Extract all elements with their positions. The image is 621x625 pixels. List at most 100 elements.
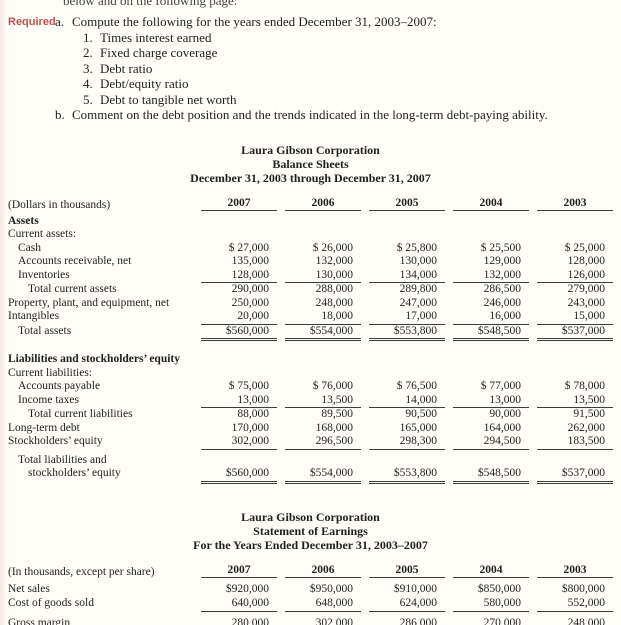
table-row: Cost of goods sold 640,000 648,000 624,000 5… xyxy=(8,596,613,612)
row-label: Assets xyxy=(8,214,39,227)
table-row: Net sales $920,000 $950,000 $910,000 $850,00… xyxy=(8,582,613,597)
cell-value: 13,500 xyxy=(285,394,361,408)
cell-value: $ 78,000 xyxy=(564,380,605,392)
cell-value: 130,000 xyxy=(399,255,437,267)
cell-value: 130,000 xyxy=(285,269,361,283)
row-label: Gross margin xyxy=(8,616,71,625)
list-number: 5. xyxy=(83,91,93,107)
cell-value: $ 25,500 xyxy=(480,241,521,254)
cell-value: 298,300 xyxy=(369,435,445,450)
item-text: Comment on the debt position and the tre… xyxy=(72,107,548,122)
cell-value: 18,000 xyxy=(285,310,361,325)
cell-value: 168,000 xyxy=(315,421,353,434)
cell-value: 164,000 xyxy=(483,421,521,434)
table-row: Liabilities and stockholders’ equity xyxy=(8,353,613,367)
required-list-item: 5. Debt to tangible net worth xyxy=(55,92,613,108)
cell-value: 248,000 xyxy=(315,296,353,309)
statement-name: Statement of Earnings xyxy=(253,523,368,538)
cell-value: 132,000 xyxy=(315,255,353,267)
row-label: Liabilities and stockholders’ equity xyxy=(8,353,180,365)
cell-value: $553,800 xyxy=(369,325,445,341)
cell-value: 135,000 xyxy=(231,255,269,267)
cutoff-text-line: below and on the following page: xyxy=(8,0,613,9)
list-text: Debt ratio xyxy=(100,60,153,76)
year-column-header: 2006 xyxy=(285,564,361,578)
row-label: Inventories xyxy=(18,268,70,281)
list-number: 4. xyxy=(83,76,93,91)
cell-value: 15,000 xyxy=(537,310,613,325)
table-row: Stockholders’ equity 302,000 296,500 298,30… xyxy=(8,435,613,450)
item-letter: b. xyxy=(55,107,65,122)
cell-value: 126,000 xyxy=(537,269,613,283)
year-column-header: 2005 xyxy=(369,197,445,211)
year-column-header: 2006 xyxy=(285,197,361,211)
cell-value: 89,500 xyxy=(321,408,353,420)
row-label: Intangibles xyxy=(8,310,60,322)
row-label: stockholders’ equity xyxy=(28,467,121,479)
cell-value: 246,000 xyxy=(483,296,521,309)
cell-value: 243,000 xyxy=(567,296,605,309)
cell-value: $920,000 xyxy=(225,582,269,595)
required-label: Required xyxy=(8,16,56,28)
cell-value: 129,000 xyxy=(483,255,521,267)
table-row: Intangibles 20,000 18,000 17,000 16,000 15,00… xyxy=(8,310,613,325)
list-text: Debt to tangible net worth xyxy=(100,91,237,107)
cell-value: 648,000 xyxy=(285,596,361,612)
year-column-header: 2003 xyxy=(537,564,613,578)
cell-value: 13,000 xyxy=(453,394,529,408)
statement-company: Laura Gibson Corporation xyxy=(241,509,380,524)
row-label: Property, plant, and equipment, net xyxy=(8,296,170,309)
year-column-header: 2007 xyxy=(201,197,277,211)
required-list-item: 3. Debt ratio xyxy=(55,61,613,77)
earnings-header-row: (In thousands, except per share) 2007 200… xyxy=(8,564,613,578)
cell-value: $548,500 xyxy=(453,325,529,341)
year-column-header: 2005 xyxy=(369,564,445,578)
cell-value: $850,000 xyxy=(477,582,521,595)
list-number: 3. xyxy=(83,60,93,76)
table-row: Current liabilities: xyxy=(8,367,613,381)
cell-value: 280,000 xyxy=(231,616,269,625)
row-label: Income taxes xyxy=(18,393,79,406)
row-label: Stockholders’ equity xyxy=(8,435,103,447)
cell-value: $ 26,000 xyxy=(312,241,353,254)
table-row: Total liabilities and xyxy=(8,454,613,468)
cell-value: $ 75,000 xyxy=(228,380,269,392)
row-label: Accounts receivable, net xyxy=(18,255,132,267)
table-row: Long-term debt 170,000 168,000 165,000 164,0… xyxy=(8,422,613,436)
cell-value: 14,000 xyxy=(369,394,445,408)
cutoff-text: below and on the following page: xyxy=(63,0,238,8)
list-text: Debt/equity ratio xyxy=(100,76,189,91)
cell-value: 279,000 xyxy=(567,283,605,295)
list-number: 2. xyxy=(83,45,93,60)
required-list: 1. Times interest earned 2. Fixed charge co… xyxy=(55,30,613,108)
cell-value: 552,000 xyxy=(537,596,613,612)
unit-label: (Dollars in thousands) xyxy=(8,198,111,211)
cell-value: $554,000 xyxy=(285,467,361,484)
cell-value: $ 77,000 xyxy=(480,380,521,392)
cell-value: 170,000 xyxy=(231,421,269,434)
cell-value: 20,000 xyxy=(201,310,277,325)
cell-value: 290,000 xyxy=(231,283,269,295)
cell-value: 128,000 xyxy=(567,255,605,267)
cell-value: 247,000 xyxy=(399,296,437,309)
statement-name: Balance Sheets xyxy=(272,156,349,171)
cell-value: $ 25,800 xyxy=(396,241,437,254)
statement-period: For the Years Ended December 31, 2003–20… xyxy=(193,537,428,552)
year-column-header: 2004 xyxy=(453,564,529,578)
row-label: Cost of goods sold xyxy=(8,597,94,609)
cell-value: $548,500 xyxy=(453,467,529,484)
table-row: Cash $ 27,000 $ 26,000 $ 25,800 $ 25,500 $ 25… xyxy=(8,242,613,256)
cell-value: 286,000 xyxy=(399,616,437,625)
table-row: Total assets $560,000 $554,000 $553,800 $548… xyxy=(8,324,613,341)
cell-value: 165,000 xyxy=(399,421,437,434)
cell-value: 248,000 xyxy=(567,616,605,625)
list-number: 1. xyxy=(83,29,93,45)
row-label: Accounts payable xyxy=(18,380,101,392)
balance-sheet-years: 2007 2006 2005 2004 2003 xyxy=(193,197,613,211)
table-row: Total current liabilities 88,000 89,500 90,… xyxy=(8,408,613,422)
row-label: Total assets xyxy=(18,324,72,337)
cell-value: 132,000 xyxy=(453,269,529,283)
row-label: Total current assets xyxy=(28,283,117,295)
cell-value: 17,000 xyxy=(369,310,445,325)
